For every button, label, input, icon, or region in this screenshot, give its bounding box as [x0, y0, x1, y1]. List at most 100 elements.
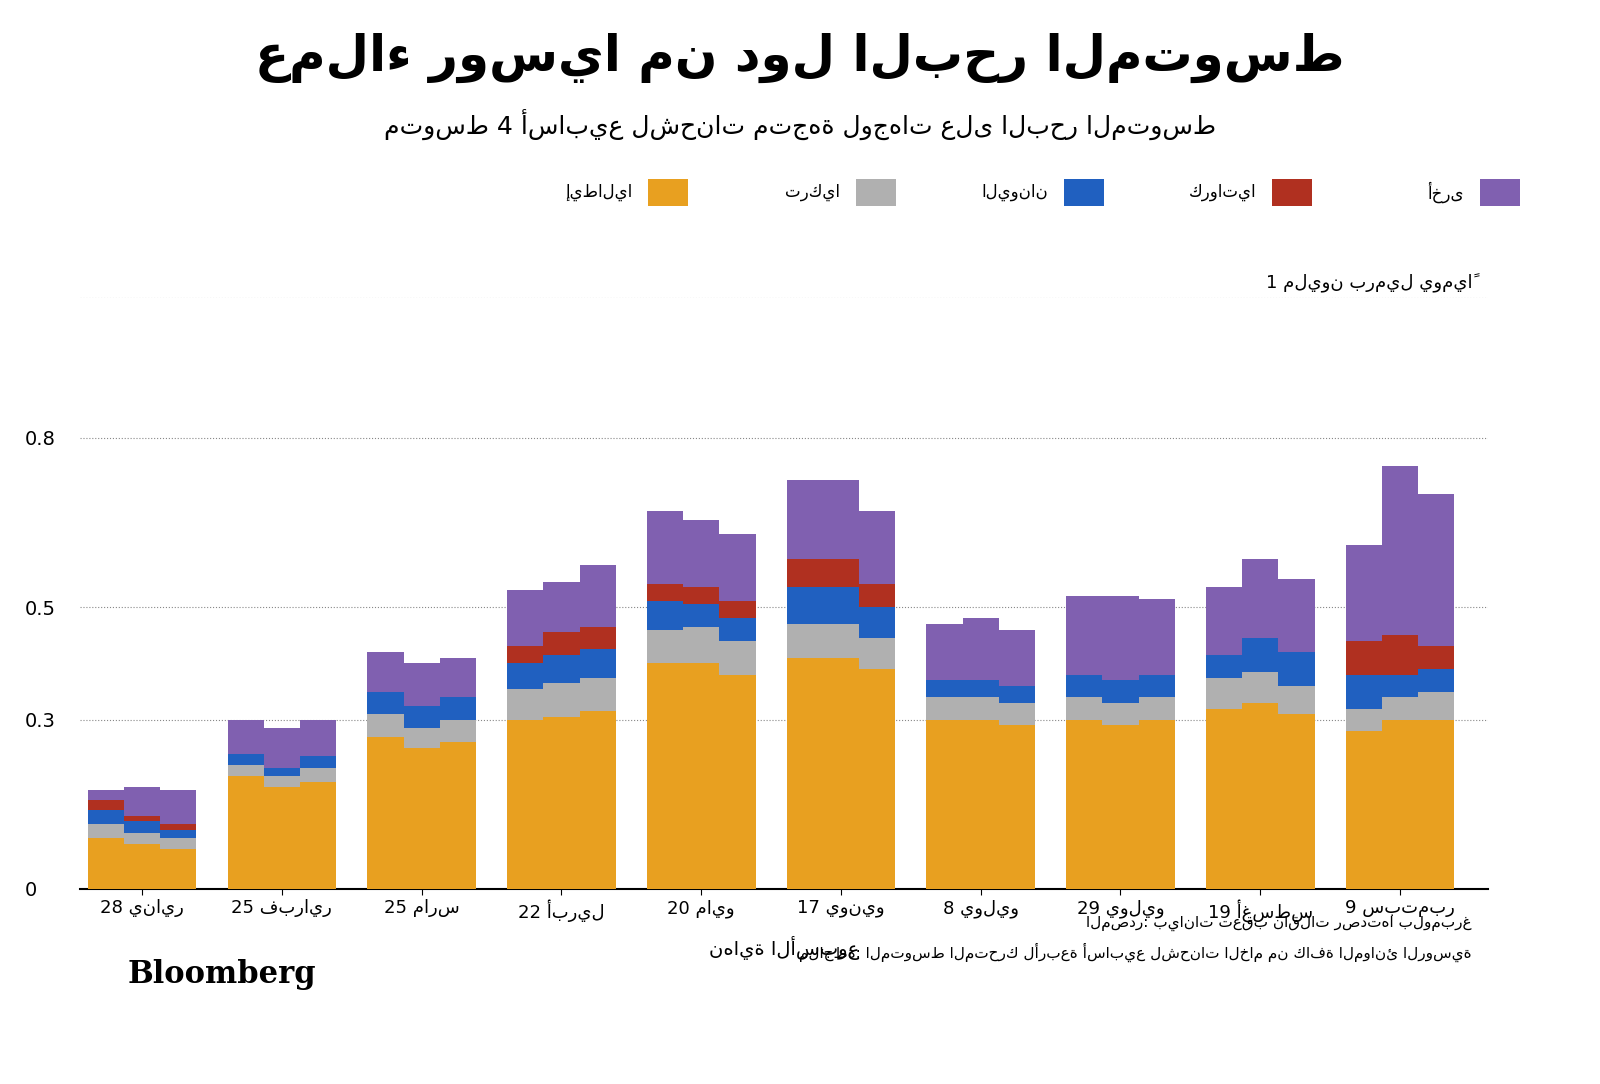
Bar	[787, 588, 822, 624]
Bar	[368, 653, 403, 692]
Bar	[1382, 466, 1418, 635]
Bar	[963, 720, 998, 889]
Bar	[160, 838, 197, 850]
Bar	[1346, 709, 1382, 731]
Bar	[160, 850, 197, 889]
Bar	[1206, 588, 1242, 655]
Bar	[720, 602, 755, 618]
Bar	[1206, 678, 1242, 709]
Bar	[683, 604, 720, 627]
Bar	[301, 782, 336, 889]
Bar	[1278, 686, 1315, 714]
Bar	[403, 663, 440, 706]
Bar	[368, 737, 403, 889]
Bar	[1139, 674, 1174, 697]
Bar	[440, 658, 477, 697]
Bar	[822, 624, 859, 658]
Bar	[1139, 598, 1174, 674]
Bar	[1418, 669, 1454, 692]
Bar	[544, 717, 579, 889]
Bar	[683, 627, 720, 663]
Bar	[1206, 709, 1242, 889]
Bar	[720, 641, 755, 674]
Bar	[125, 833, 160, 843]
Bar	[822, 658, 859, 889]
Bar	[227, 753, 264, 765]
Bar	[926, 720, 963, 889]
Bar	[160, 790, 197, 824]
Text: أخرى: أخرى	[1427, 181, 1464, 203]
X-axis label: نهاية الأسبوع: نهاية الأسبوع	[709, 937, 859, 960]
Bar	[507, 590, 544, 646]
Bar	[720, 618, 755, 641]
Bar	[507, 688, 544, 720]
Bar	[368, 714, 403, 737]
Bar	[507, 663, 544, 688]
Bar	[1206, 655, 1242, 678]
Bar	[579, 711, 616, 889]
Bar	[787, 658, 822, 889]
Bar	[683, 663, 720, 889]
Bar	[787, 480, 822, 559]
Bar	[1418, 692, 1454, 720]
Bar	[544, 632, 579, 655]
Bar	[579, 627, 616, 649]
Bar	[160, 824, 197, 829]
Bar	[720, 674, 755, 889]
Bar	[1418, 494, 1454, 646]
Bar	[646, 630, 683, 663]
Text: Bloomberg: Bloomberg	[128, 959, 317, 991]
Bar	[1102, 596, 1139, 681]
Bar	[125, 822, 160, 833]
Text: تركيا: تركيا	[786, 183, 840, 201]
Bar	[1102, 725, 1139, 889]
Bar	[926, 697, 963, 720]
Bar	[125, 787, 160, 815]
Bar	[1242, 672, 1278, 702]
Bar	[440, 697, 477, 720]
Bar	[301, 757, 336, 767]
Bar	[1102, 702, 1139, 725]
Bar	[787, 559, 822, 588]
Bar	[544, 582, 579, 632]
Bar	[227, 765, 264, 776]
Bar	[1066, 596, 1102, 674]
Bar	[227, 776, 264, 889]
Bar	[1346, 641, 1382, 674]
Bar	[998, 630, 1035, 686]
Bar	[1278, 714, 1315, 889]
Bar	[926, 624, 963, 681]
Bar	[1346, 545, 1382, 641]
Bar	[1278, 579, 1315, 653]
Bar	[998, 702, 1035, 725]
Bar	[368, 692, 403, 714]
Bar	[683, 588, 720, 604]
Bar	[1418, 720, 1454, 889]
Text: كرواتيا: كرواتيا	[1189, 183, 1256, 201]
Bar	[1066, 697, 1102, 720]
Bar	[646, 512, 683, 584]
Bar	[859, 584, 896, 607]
Bar	[1102, 681, 1139, 702]
Bar	[579, 678, 616, 711]
Bar	[160, 829, 197, 838]
Bar	[507, 720, 544, 889]
Bar	[264, 767, 301, 776]
Bar	[301, 767, 336, 782]
Bar	[787, 624, 822, 658]
Bar	[1242, 702, 1278, 889]
Bar	[859, 607, 896, 638]
Bar	[963, 618, 998, 681]
Bar	[859, 669, 896, 889]
Bar	[264, 728, 301, 767]
Bar	[822, 559, 859, 588]
Bar	[264, 776, 301, 787]
Bar	[822, 588, 859, 624]
Bar	[859, 638, 896, 669]
Bar	[227, 720, 264, 753]
Bar	[1382, 720, 1418, 889]
Bar	[646, 602, 683, 630]
Bar	[1066, 674, 1102, 697]
Bar	[1418, 646, 1454, 669]
Bar	[963, 697, 998, 720]
